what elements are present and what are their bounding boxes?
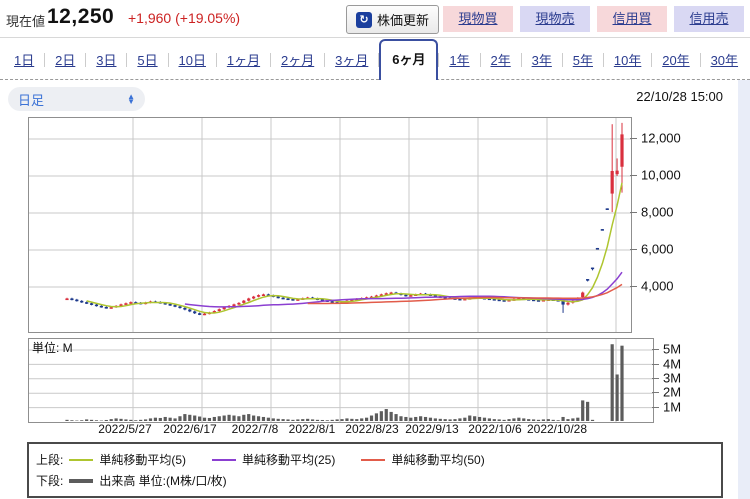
tab-5日[interactable]: 5日 <box>137 53 158 68</box>
tab-divider <box>602 52 604 67</box>
tab-divider <box>699 52 701 67</box>
volume-tick-label: 1M <box>663 399 682 415</box>
header-divider <box>0 37 750 38</box>
price-tick-label: 12,000 <box>641 130 681 146</box>
date-axis-label: 2022/10/6 <box>468 422 522 436</box>
timeframe-selected-value: 日足 <box>18 92 45 108</box>
tab-divider <box>438 52 440 67</box>
price-tick-mark <box>630 249 637 250</box>
legend-upper-row: 上段: 単純移動平均(5) 単純移動平均(25) 単純移動平均(50) <box>36 451 485 468</box>
price-tick-mark <box>630 286 637 287</box>
price-tick-label: 10,000 <box>641 167 681 183</box>
ma5-label: 単純移動平均(5) <box>99 453 187 467</box>
volume-legend-label: 出来高 単位:(M株/口/枚) <box>99 474 227 488</box>
refresh-icon: ↻ <box>356 11 372 28</box>
chart-legend: 上段: 単純移動平均(5) 単純移動平均(25) 単純移動平均(50) 下段: … <box>27 442 723 498</box>
date-axis-label: 2022/10/28 <box>526 422 588 436</box>
volume-tick-mark <box>652 392 659 393</box>
quote-timestamp: 22/10/28 15:00 <box>636 89 723 104</box>
tab-2年[interactable]: 2年 <box>490 53 511 68</box>
tab-divider <box>85 52 87 67</box>
volume-unit-label: 単位: M <box>32 341 73 355</box>
tab-6ヶ月[interactable]: 6ヶ月 <box>379 39 439 80</box>
price-change: +1,960 (+19.05%) <box>128 10 241 26</box>
date-axis-label: 2022/8/1 <box>288 422 336 436</box>
volume-tick-mark <box>652 378 659 379</box>
legend-lower-row: 下段: 出来高 単位:(M株/口/枚) <box>36 472 227 489</box>
tab-3ヶ月[interactable]: 3ヶ月 <box>335 53 369 68</box>
tab-divider <box>324 52 326 67</box>
tab-20年[interactable]: 20年 <box>662 53 690 68</box>
tab-divider <box>167 52 169 67</box>
price-tick-mark <box>630 175 637 176</box>
date-axis-label: 2022/9/13 <box>405 422 459 436</box>
volume-tick-label: 5M <box>663 341 682 357</box>
tab-10日[interactable]: 10日 <box>178 53 206 68</box>
ma25-label: 単純移動平均(25) <box>242 453 336 467</box>
tab-2ヶ月[interactable]: 2ヶ月 <box>280 53 315 68</box>
tab-1年[interactable]: 1年 <box>449 53 470 68</box>
tab-30年[interactable]: 30年 <box>710 53 739 68</box>
ma50-swatch <box>361 458 386 461</box>
margin-sell-button[interactable]: 信用売 <box>674 6 744 32</box>
cash-sell-button[interactable]: 現物売 <box>520 6 590 32</box>
volume-tick-label: 2M <box>663 384 682 400</box>
tab-5年[interactable]: 5年 <box>572 53 593 68</box>
ma50-label: 単純移動平均(50) <box>391 453 485 467</box>
date-axis-label: 2022/5/27 <box>98 422 152 436</box>
volume-tick-label: 4M <box>663 356 682 372</box>
date-axis-label: 2022/7/8 <box>231 422 279 436</box>
date-axis-label: 2022/6/17 <box>163 422 217 436</box>
tab-divider <box>561 52 563 67</box>
price-tick-mark <box>630 138 637 139</box>
legend-lower-label: 下段: <box>36 474 64 488</box>
tab-2日[interactable]: 2日 <box>55 53 76 68</box>
price-tick-label: 8,000 <box>641 204 674 220</box>
current-price-value: 12,250 <box>47 5 115 28</box>
tab-divider <box>520 52 522 67</box>
ma5-swatch <box>69 458 94 461</box>
tab-divider <box>651 52 653 67</box>
tab-3日[interactable]: 3日 <box>96 53 117 68</box>
price-chart-panel <box>28 117 632 333</box>
price-tick-mark <box>630 212 637 213</box>
current-price-label: 現在値 <box>6 14 46 29</box>
volume-tick-label: 3M <box>663 370 682 386</box>
volume-swatch <box>69 478 94 483</box>
tab-divider <box>44 52 46 67</box>
volume-tick-mark <box>652 364 659 365</box>
period-tabs: 1日 2日 3日 5日 10日 1ヶ月 2ヶ月 3ヶ月 6ヶ月 1年 2年 3年 5年 10年 20年 30年 <box>4 39 748 80</box>
price-tick-label: 4,000 <box>641 278 674 294</box>
tab-divider <box>378 52 380 67</box>
cash-buy-button[interactable]: 現物買 <box>443 6 513 32</box>
volume-chart-panel <box>28 338 654 423</box>
tab-divider <box>126 52 128 67</box>
tab-1ヶ月[interactable]: 1ヶ月 <box>226 53 261 68</box>
tab-10年[interactable]: 10年 <box>613 53 642 68</box>
ma25-swatch <box>212 458 237 461</box>
page-background-strip <box>738 80 750 499</box>
tabs-divider <box>0 79 750 80</box>
tab-3年[interactable]: 3年 <box>531 53 552 68</box>
margin-buy-button[interactable]: 信用買 <box>597 6 667 32</box>
tab-divider <box>270 52 271 67</box>
legend-upper-label: 上段: <box>36 453 64 467</box>
tab-divider <box>479 52 481 67</box>
date-axis-label: 2022/8/23 <box>345 422 399 436</box>
timeframe-select[interactable]: 日足 ▲ ▼ <box>8 87 145 111</box>
candlestick-chart <box>29 118 631 332</box>
price-tick-label: 6,000 <box>641 241 674 257</box>
volume-tick-mark <box>652 407 659 408</box>
volume-chart <box>29 339 653 422</box>
tab-divider <box>215 52 217 67</box>
refresh-quote-button[interactable]: ↻ 株価更新 <box>346 5 440 34</box>
tab-1日[interactable]: 1日 <box>14 53 35 68</box>
volume-tick-mark <box>652 349 659 350</box>
refresh-button-label: 株価更新 <box>377 13 430 28</box>
chevron-up-down-icon: ▲ ▼ <box>127 92 135 106</box>
